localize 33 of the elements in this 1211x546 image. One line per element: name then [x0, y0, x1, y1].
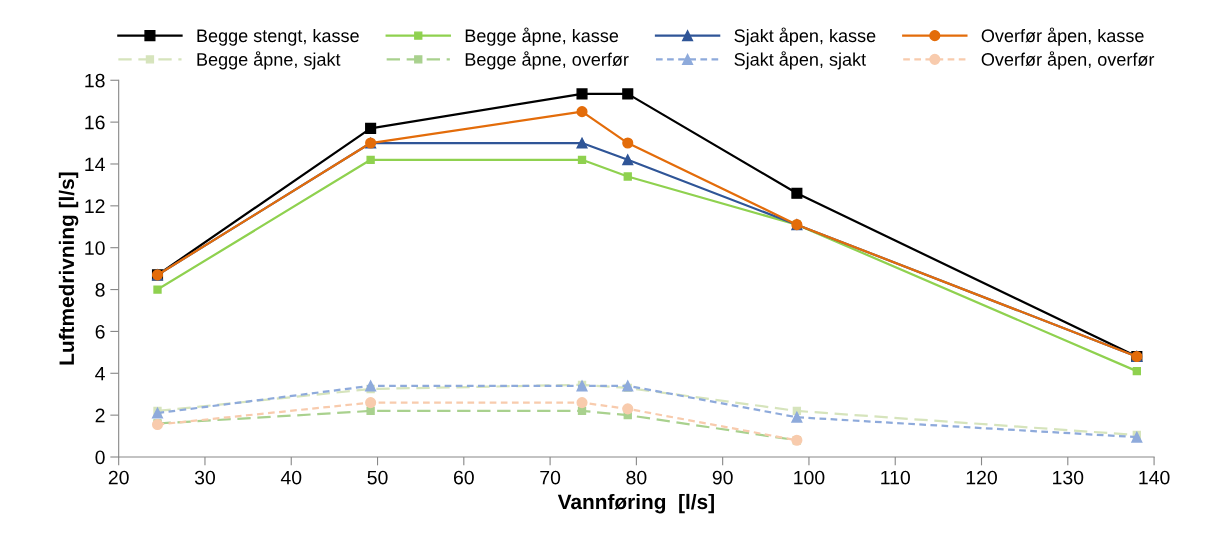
legend-label: Sjakt åpen, kasse — [734, 27, 876, 46]
x-tick-label: 60 — [453, 470, 474, 485]
y-tick-label: 6 — [95, 324, 105, 339]
x-tick-label: 130 — [1053, 470, 1084, 485]
x-tick-label: 40 — [280, 470, 302, 485]
legend-label: Begge åpne, overfør — [465, 51, 629, 70]
x-tick-label: 80 — [626, 470, 647, 485]
y-tick-label: 4 — [95, 366, 105, 381]
y-tick-label: 12 — [85, 199, 105, 213]
x-tick-label: 90 — [712, 470, 733, 485]
x-tick-label: 100 — [794, 470, 825, 485]
y-tick-label: 0 — [95, 450, 105, 465]
legend-label: Begge åpne, sjakt — [197, 51, 341, 70]
y-axis-title: Luftmedrivning [l/s] — [58, 172, 79, 365]
x-tick-label: 120 — [966, 470, 997, 485]
x-tick-label: 20 — [108, 470, 129, 485]
y-tick-label: 18 — [85, 73, 105, 88]
y-tick-label: 10 — [85, 241, 105, 255]
x-tick-label: 70 — [540, 470, 561, 485]
legend-label: Sjakt åpen, sjakt — [734, 51, 866, 70]
x-tick-label: 110 — [881, 470, 910, 485]
legend-label: Overfør åpen, kasse — [981, 27, 1144, 46]
legend-label: Overfør åpen, overfør — [981, 51, 1155, 70]
legend-label: Begge åpne, kasse — [465, 27, 619, 46]
x-axis-title: Vannføring [l/s] — [557, 493, 714, 514]
x-tick-label: 140 — [1139, 470, 1170, 485]
y-tick-label: 2 — [95, 408, 105, 423]
x-tick-label: 30 — [194, 470, 216, 485]
legend-label: Begge stengt, kasse — [197, 28, 359, 46]
y-tick-label: 16 — [85, 115, 105, 130]
y-tick-label: 14 — [85, 157, 105, 172]
x-tick-label: 50 — [367, 470, 388, 485]
y-tick-label: 8 — [95, 283, 105, 297]
